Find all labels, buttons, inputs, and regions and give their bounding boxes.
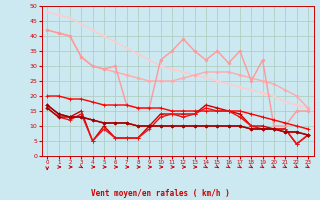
Text: Vent moyen/en rafales ( km/h ): Vent moyen/en rafales ( km/h ) [91,189,229,198]
